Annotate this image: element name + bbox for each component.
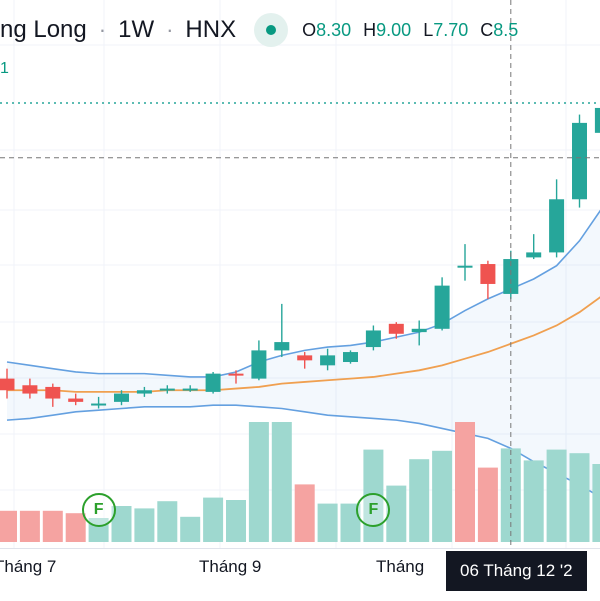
volume-bar [432,450,453,542]
candle-body [274,342,290,351]
candle-body [503,259,519,294]
candle-body [228,373,244,376]
candle-body [388,323,404,334]
x-tick-label: Tháng 9 [199,557,262,576]
candle-body [136,390,152,394]
volume-bar [271,422,292,542]
volume-bar [134,508,155,542]
volume-bar [203,497,224,542]
candle-body [297,355,313,361]
volume-bar [455,422,475,542]
x-tick-label: Tháng [376,557,425,576]
interval-label[interactable]: 1W [118,16,155,43]
market-status-icon[interactable] [254,13,289,47]
volume-bar [340,503,361,542]
moving-average [7,296,600,393]
earnings-event-icon[interactable]: F [81,493,116,527]
time-axis[interactable]: Tháng 7 Tháng 9 Tháng 06 Tháng 12 '2 [0,548,600,601]
ohlc-high: H9.00 [363,19,412,40]
ohlc-low: L7.70 [423,19,469,40]
volume-bar [157,501,178,542]
status-dot [266,25,277,35]
candle-body [45,386,61,399]
volume-bar [248,422,269,542]
candle-body [457,265,473,268]
candle-body [343,352,358,363]
candle-body [365,330,381,348]
earnings-event-icon[interactable]: F [356,493,391,527]
symbol-name[interactable]: ng Long [0,16,87,43]
legend-row: ng Long · 1W · HNX O8.30 H9.00 L7.70 C8.… [0,10,530,50]
candle-body [159,388,175,391]
price-chart[interactable] [0,0,600,548]
ohlc-open: O8.30 [302,19,352,40]
volume-bar [477,467,498,542]
volume-bar [294,484,315,542]
candle-body [22,385,38,394]
candle-body [0,378,15,391]
bollinger-fill [7,211,600,497]
bollinger-upper-line [6,209,600,378]
volume-bar [65,513,86,542]
volume-bar [409,459,430,542]
bollinger-lower-line [6,404,600,498]
volume-bar [226,500,246,542]
candle-body [114,393,129,402]
candle-body [411,328,427,333]
indicator-value: 1 [0,60,9,77]
candle-body [320,355,336,366]
candle-body [182,388,198,391]
volume-bar [523,460,544,542]
candle-body [526,252,542,258]
candle-body [68,398,84,402]
candle-body [594,107,600,133]
candlesticks [0,107,600,409]
candle-body [205,373,221,392]
volume-bar [19,510,40,542]
volume-bar [592,464,600,542]
volume-bar [317,503,338,542]
exchange-label: HNX [185,16,237,43]
volume-bar [569,453,590,542]
separator: · [166,17,174,42]
candle-body [251,350,267,379]
chart-pane[interactable]: ng Long · 1W · HNX O8.30 H9.00 L7.70 C8.… [0,0,600,548]
candle-body [434,285,450,329]
ohlc-close: C8.5 [480,19,519,40]
volume-bar [111,506,132,542]
x-tick-label: Tháng 7 [0,557,57,576]
volume-bar [42,510,63,542]
volume-bar [386,485,407,542]
moving-average-line [7,296,600,393]
crosshair-date-label: 06 Tháng 12 '2 [446,551,587,591]
crosshair [0,0,600,548]
separator: · [98,17,107,42]
volume-bar [0,510,17,542]
candle-body [91,403,107,406]
candle-body [480,264,496,284]
bollinger-bands [6,209,600,498]
volume-bar [546,449,567,542]
candle-body [572,122,587,200]
volume-bar [180,516,201,542]
candle-body [549,199,565,253]
